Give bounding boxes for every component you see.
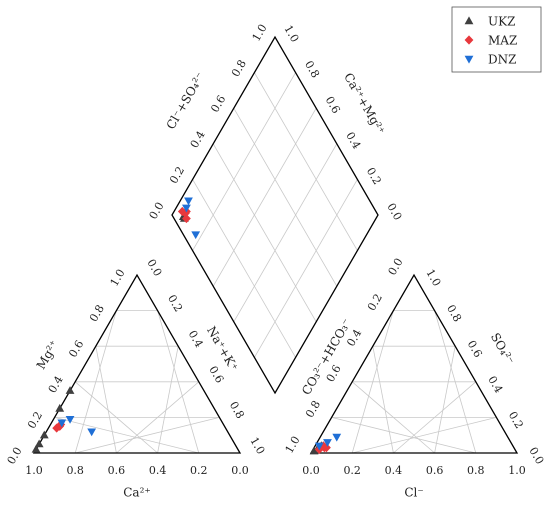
diamond-camg-tick-label: 0.0 [384, 201, 404, 223]
diamond-clso4-axis-label: Cl⁻+SO₄²⁻ [164, 70, 208, 132]
legend-label-dnz: DNZ [488, 53, 516, 67]
anion-co3-tick-label: 0.8 [303, 398, 323, 420]
cation-mg-tick-label: 1.0 [108, 267, 128, 289]
anion-so4-axis-label: SO₄²⁻ [488, 331, 517, 367]
point-dnz-diamond-0 [184, 197, 193, 206]
diamond-clso4-tick-label: 0.2 [167, 164, 187, 186]
anion-so4-tick-label: 0.6 [465, 338, 485, 360]
point-dnz-cation-1 [65, 415, 75, 424]
cation-mg-axis-label: Mg²⁺ [34, 338, 62, 372]
diamond-clso4-tick-label: 0.6 [208, 93, 228, 115]
cation-ca-tick-label: 0.8 [66, 464, 84, 477]
diamond-camg-tick-label: 0.4 [343, 130, 363, 152]
anion-cl-tick-label: 0.6 [426, 464, 444, 477]
point-dnz-cation-0 [57, 419, 67, 428]
diamond-camg-tick-label: 0.6 [323, 94, 343, 116]
legend-label-ukz: UKZ [488, 15, 515, 29]
point-dnz-anion-2 [332, 433, 342, 442]
point-ukz-cation-3 [55, 403, 65, 412]
anion-so4-tick-label: 0.0 [526, 445, 546, 467]
point-maz-anion-3 [322, 443, 331, 453]
point-maz-cation-2 [52, 423, 62, 433]
cation-ca-tick-label: 0.4 [149, 464, 167, 477]
cation-ca-tick-label: 1.0 [25, 464, 43, 477]
cation-triangle-outline [32, 273, 242, 454]
diamond-clso4-tick-label: 0.4 [188, 129, 208, 151]
cation-nak-axis-label: Na⁺+K⁺ [204, 324, 241, 374]
cation-nak-tick-label: 0.6 [206, 364, 226, 386]
cation-nak-tick-label: 0.8 [227, 399, 247, 421]
anion-cl-tick-label: 0.4 [385, 464, 403, 477]
anion-so4-tick-label: 0.2 [506, 409, 526, 431]
cation-ca-axis-label: Ca²⁺ [123, 486, 150, 500]
anion-so4-tick-label: 0.8 [444, 303, 464, 325]
cation-mg-tick-label: 0.8 [87, 303, 107, 325]
anion-co3-tick-label: 1.0 [283, 434, 303, 456]
anion-so4-tick-label: 0.4 [485, 374, 505, 396]
cation-nak-tick-label: 0.2 [165, 293, 185, 315]
diamond-camg-axis-label: Ca²⁺+Mg²⁺ [341, 71, 387, 137]
point-dnz-diamond-1 [182, 204, 191, 213]
point-maz-legend-1 [464, 35, 474, 45]
anion-triangle-outline [309, 273, 519, 454]
diamond-outline [171, 35, 379, 395]
point-dnz-legend-2 [464, 55, 474, 64]
cation-ca-tick-label: 0.2 [190, 464, 208, 477]
cation-ca-tick-label: 0.6 [108, 464, 126, 477]
cation-nak-tick-label: 0.0 [144, 257, 164, 279]
point-ukz-legend-0 [464, 16, 474, 25]
cation-nak-tick-label: 1.0 [247, 435, 267, 457]
diamond-camg-tick-label: 1.0 [281, 23, 301, 45]
anion-cl-tick-label: 1.0 [508, 464, 526, 477]
cation-mg-tick-label: 0.6 [66, 338, 86, 360]
point-dnz-anion-1 [323, 439, 332, 447]
diamond-clso4-tick-label: 0.0 [147, 200, 167, 222]
point-dnz-anion-0 [314, 442, 324, 451]
diamond-clso4-tick-label: 1.0 [250, 22, 270, 44]
point-dnz-cation-2 [87, 428, 97, 437]
cation-mg-tick-label: 0.2 [25, 409, 45, 431]
point-maz-diamond-3 [177, 206, 187, 217]
diamond-grid [192, 72, 358, 358]
point-dnz-diamond-2 [191, 231, 201, 240]
point-maz-diamond-1 [182, 213, 191, 224]
point-ukz-cation-4 [65, 386, 75, 394]
anion-cl-axis-label: Cl⁻ [404, 486, 423, 500]
cation-mg-tick-label: 0.0 [5, 445, 25, 467]
cation-ca-tick-label: 0.0 [231, 464, 249, 477]
cation-triangle-grid [54, 310, 220, 454]
anion-co3-axis-label: CO₃²⁻+HCO₃⁻ [299, 316, 354, 397]
cation-mg-tick-label: 0.4 [46, 374, 66, 396]
diamond-camg-tick-label: 0.2 [364, 165, 384, 187]
diamond-camg-tick-label: 0.8 [302, 59, 322, 81]
point-ukz-cation-2 [39, 430, 49, 439]
point-ukz-cation-1 [34, 439, 44, 448]
anion-so4-tick-label: 1.0 [423, 267, 443, 289]
anion-co3-tick-label: 0.2 [365, 292, 385, 314]
cation-nak-tick-label: 0.4 [186, 328, 206, 350]
point-ukz-cation-0 [31, 444, 41, 453]
anion-cl-tick-label: 0.2 [343, 464, 361, 477]
anion-co3-tick-label: 0.0 [386, 256, 406, 278]
anion-cl-tick-label: 0.8 [467, 464, 485, 477]
diamond-clso4-tick-label: 0.8 [229, 58, 249, 80]
anion-cl-tick-label: 0.0 [302, 464, 320, 477]
anion-triangle-grid [331, 310, 497, 454]
legend-label-maz: MAZ [488, 34, 517, 48]
